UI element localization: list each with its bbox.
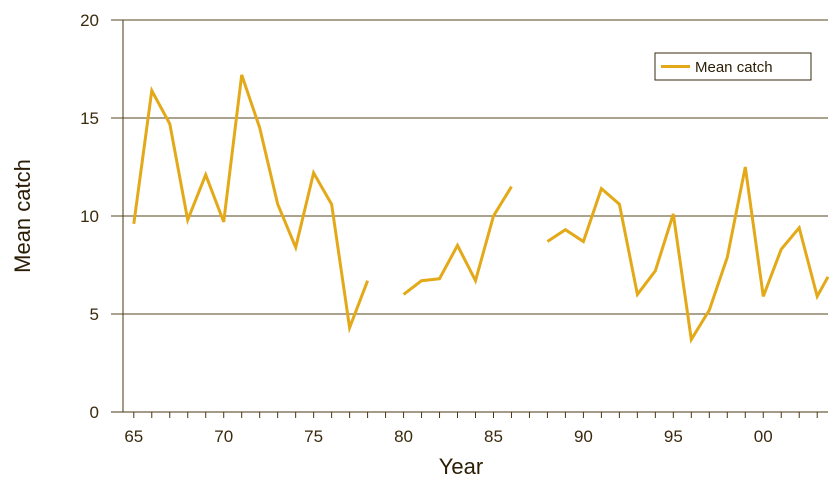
y-tick-label: 5 bbox=[90, 305, 99, 324]
x-tick-label: 00 bbox=[754, 427, 773, 446]
y-tick-label: 10 bbox=[80, 207, 99, 226]
x-tick-labels: 65 70 75 80 85 90 95 00 bbox=[124, 427, 772, 446]
x-tick-label: 75 bbox=[304, 427, 323, 446]
x-tick-label: 65 bbox=[124, 427, 143, 446]
series-line-segment bbox=[132, 74, 370, 334]
x-tick-label: 95 bbox=[664, 427, 683, 446]
series-lines bbox=[132, 74, 830, 344]
x-tick-label: 90 bbox=[574, 427, 593, 446]
y-tick-label: 0 bbox=[90, 403, 99, 422]
axes bbox=[111, 20, 828, 418]
series-line-segment bbox=[402, 185, 513, 296]
y-tick-label: 15 bbox=[80, 109, 99, 128]
y-tick-label: 20 bbox=[80, 11, 99, 30]
legend: Mean catch bbox=[654, 52, 812, 81]
x-tick-label: 70 bbox=[214, 427, 233, 446]
series-line-segment bbox=[546, 166, 830, 344]
y-tick-labels: 0 5 10 15 20 bbox=[80, 11, 99, 422]
x-tick-label: 85 bbox=[484, 427, 503, 446]
x-tick-label: 80 bbox=[394, 427, 413, 446]
y-axis-title: Mean catch bbox=[10, 159, 35, 273]
x-axis-title: Year bbox=[439, 454, 483, 479]
legend-label: Mean catch bbox=[695, 59, 773, 76]
